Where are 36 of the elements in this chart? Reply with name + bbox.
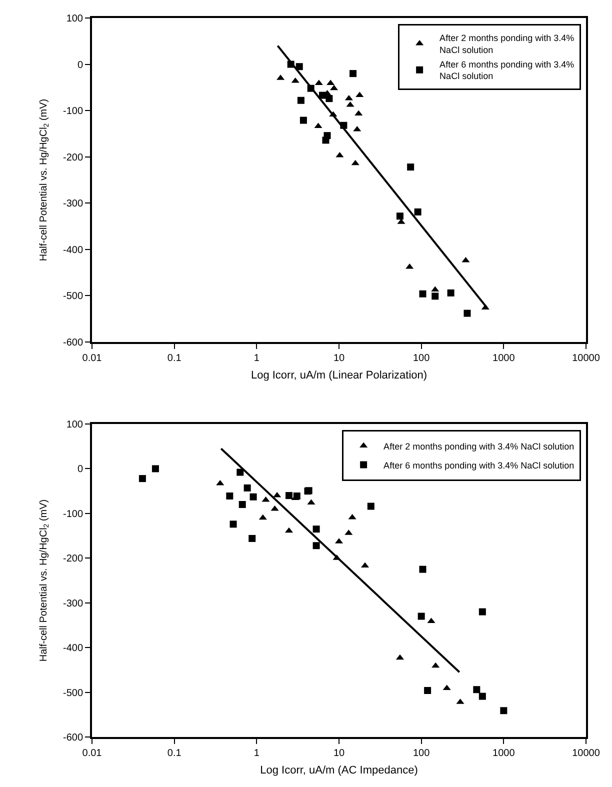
y-tick-label: -100 (62, 508, 84, 520)
x-tick-label: 100 (412, 748, 430, 759)
y-tick-label: -200 (62, 554, 84, 565)
x-tick-label: 100 (412, 353, 430, 364)
x-tick-label: 0.1 (167, 748, 182, 759)
x-tick-label: 0.01 (82, 353, 102, 364)
y-tick-label: -400 (62, 244, 84, 256)
y-tick-label: 0 (77, 464, 84, 476)
y-tick-label: -200 (62, 152, 84, 164)
x-tick-label: 1 (254, 748, 260, 759)
x-tick-label: 1 (254, 353, 260, 364)
y-tick-label: 100 (66, 420, 84, 430)
y-tick-label: -300 (62, 198, 84, 210)
y-tick-label: -600 (62, 732, 84, 744)
x-tick-label: 10000 (572, 353, 600, 364)
y-tick-label: -100 (62, 106, 84, 118)
x-tick-label: 0.1 (167, 353, 182, 364)
x-axis-title: Log Icorr, uA/m (AC Impedance) (260, 764, 418, 777)
legend-label: After 6 months ponding with 3.4% NaCl solution (440, 60, 574, 82)
legend-label: After 6 months ponding with 3.4% NaCl solution (384, 460, 574, 470)
legend-label: After 2 months ponding with 3.4% NaCl solution (384, 441, 574, 452)
y-tick-label: -600 (62, 338, 84, 348)
y-tick-label: 100 (66, 14, 84, 24)
y-tick-label: 0 (77, 60, 84, 71)
x-axis-title: Log Icorr, uA/m (Linear Polarization) (250, 370, 428, 382)
x-tick-label: 0.01 (82, 748, 102, 759)
y-tick-label: -500 (62, 291, 84, 302)
x-tick-label: 1000 (492, 353, 516, 364)
y-tick-label: -400 (62, 643, 84, 654)
y-tick-label: -500 (62, 688, 84, 699)
x-tick-label: 10 (333, 748, 345, 759)
x-tick-label: 10 (333, 353, 345, 364)
x-tick-label: 1000 (492, 748, 516, 759)
y-tick-label: -300 (62, 598, 84, 610)
x-tick-label: 10000 (572, 748, 600, 759)
legend-label: After 2 months ponding with 3.4% NaCl solution (440, 33, 574, 55)
